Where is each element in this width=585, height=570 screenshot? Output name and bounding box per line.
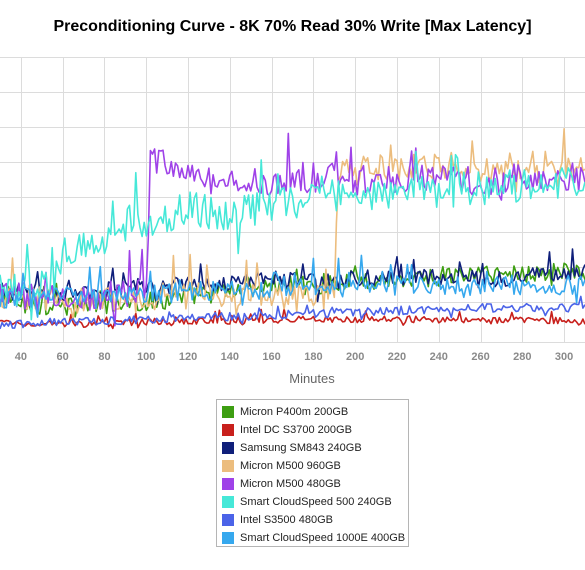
legend-swatch [222,460,234,472]
legend-label: Smart CloudSpeed 1000E 400GB [240,532,406,544]
series-line-intel-s3500-480gb [0,295,585,330]
legend-item: Micron P400m 200GB [222,403,408,421]
x-tick-label: 180 [304,351,322,363]
legend-swatch [222,496,234,508]
x-tick-label: 80 [98,351,110,363]
x-tick-label: 200 [346,351,364,363]
series-line-smart-cloudspeed-1000e-400gb [0,254,585,318]
x-tick-label: 260 [471,351,489,363]
x-tick-label: 60 [57,351,69,363]
legend-item: Intel DC S3700 200GB [222,421,408,439]
legend-label: Micron M500 960GB [240,460,341,472]
legend-swatch [222,532,234,544]
x-tick-label: 240 [430,351,448,363]
legend-swatch [222,478,234,490]
legend-item: Intel S3500 480GB [222,511,408,529]
x-axis-title: Minutes [289,371,335,386]
x-tick-label: 280 [513,351,531,363]
x-tick-label: 40 [15,351,27,363]
legend-swatch [222,424,234,436]
chart-title: Preconditioning Curve - 8K 70% Read 30% … [53,18,532,35]
x-tick-label: 100 [137,351,155,363]
legend-label: Samsung SM843 240GB [240,442,362,454]
legend: Micron P400m 200GB Intel DC S3700 200GB Sa… [216,399,409,547]
legend-item: Smart CloudSpeed 1000E 400GB [222,529,408,547]
x-tick-label: 160 [262,351,280,363]
legend-swatch [222,514,234,526]
legend-label: Micron P400m 200GB [240,406,349,418]
legend-item: Micron M500 960GB [222,457,408,475]
legend-label: Micron M500 480GB [240,478,341,490]
legend-label: Intel DC S3700 200GB [240,424,352,436]
legend-label: Smart CloudSpeed 500 240GB [240,496,392,508]
legend-label: Intel S3500 480GB [240,514,333,526]
legend-item: Smart CloudSpeed 500 240GB [222,493,408,511]
legend-item: Micron M500 480GB [222,475,408,493]
x-tick-label: 300 [555,351,573,363]
series-line-smart-cloudspeed-500-240gb [0,150,585,321]
x-tick-labels: 40 60 80 100 120 140 160 180 200 220 240 260 280 300 [15,351,574,363]
series-lines [0,128,585,330]
series-line-intel-dc-s3700-200gb [0,308,585,330]
legend-swatch [222,406,234,418]
legend-item: Samsung SM843 240GB [222,439,408,457]
x-tick-label: 220 [388,351,406,363]
x-tick-label: 120 [179,351,197,363]
legend-swatch [222,442,234,454]
x-tick-label: 140 [221,351,239,363]
